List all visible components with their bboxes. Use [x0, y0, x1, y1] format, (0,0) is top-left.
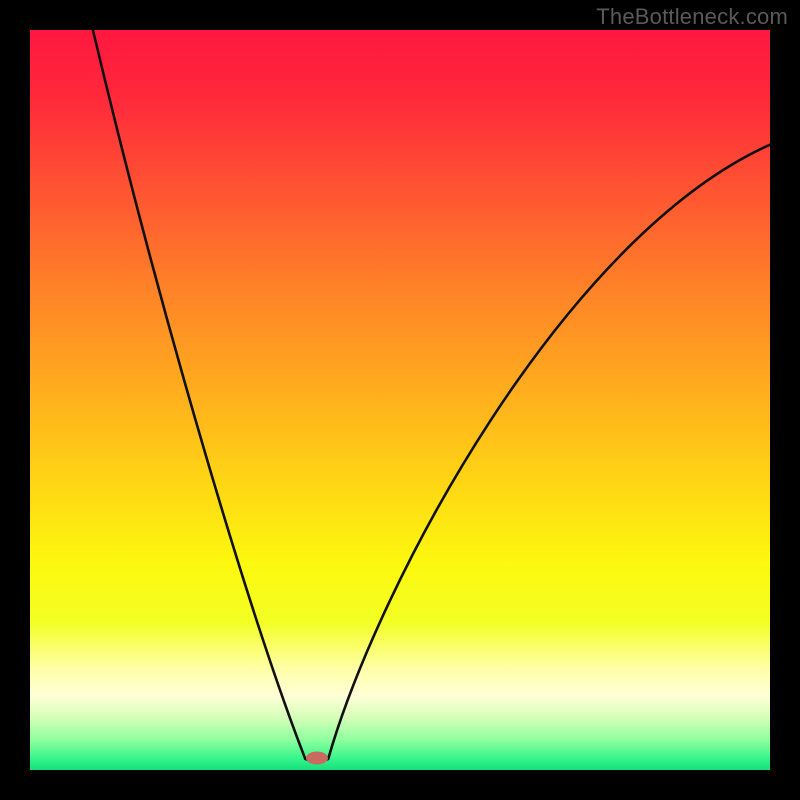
curve-path: [93, 30, 770, 761]
watermark-text: TheBottleneck.com: [596, 4, 788, 30]
bottleneck-curve: [30, 30, 770, 770]
optimal-point-marker: [306, 751, 328, 764]
plot-area: [30, 30, 770, 770]
